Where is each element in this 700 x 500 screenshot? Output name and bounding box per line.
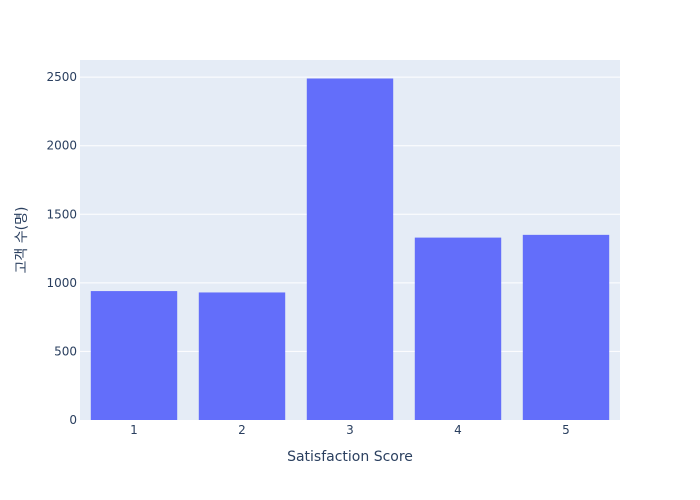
- x-tick-label: 1: [130, 423, 138, 437]
- bar-3: [306, 78, 394, 420]
- x-tick-label: 5: [562, 423, 570, 437]
- y-tick-label: 0: [69, 413, 77, 427]
- y-tick-label: 1000: [46, 276, 77, 290]
- x-axis-ticks: 1 2 3 4 5: [130, 423, 570, 437]
- y-tick-label: 2500: [46, 70, 77, 84]
- bars: [90, 78, 610, 420]
- y-tick-label: 1500: [46, 207, 77, 221]
- x-tick-label: 2: [238, 423, 246, 437]
- y-axis-ticks: 0 500 1000 1500 2000 2500: [46, 70, 77, 427]
- bar-4: [414, 237, 502, 420]
- y-axis-title: 고객 수(명): [14, 207, 30, 274]
- x-axis-title: Satisfaction Score: [287, 449, 413, 465]
- x-tick-label: 4: [454, 423, 462, 437]
- bar-2: [198, 292, 286, 420]
- y-tick-label: 500: [54, 344, 77, 358]
- y-tick-label: 2000: [46, 139, 77, 153]
- bar-5: [522, 234, 610, 420]
- x-tick-label: 3: [346, 423, 354, 437]
- bar-1: [90, 291, 178, 420]
